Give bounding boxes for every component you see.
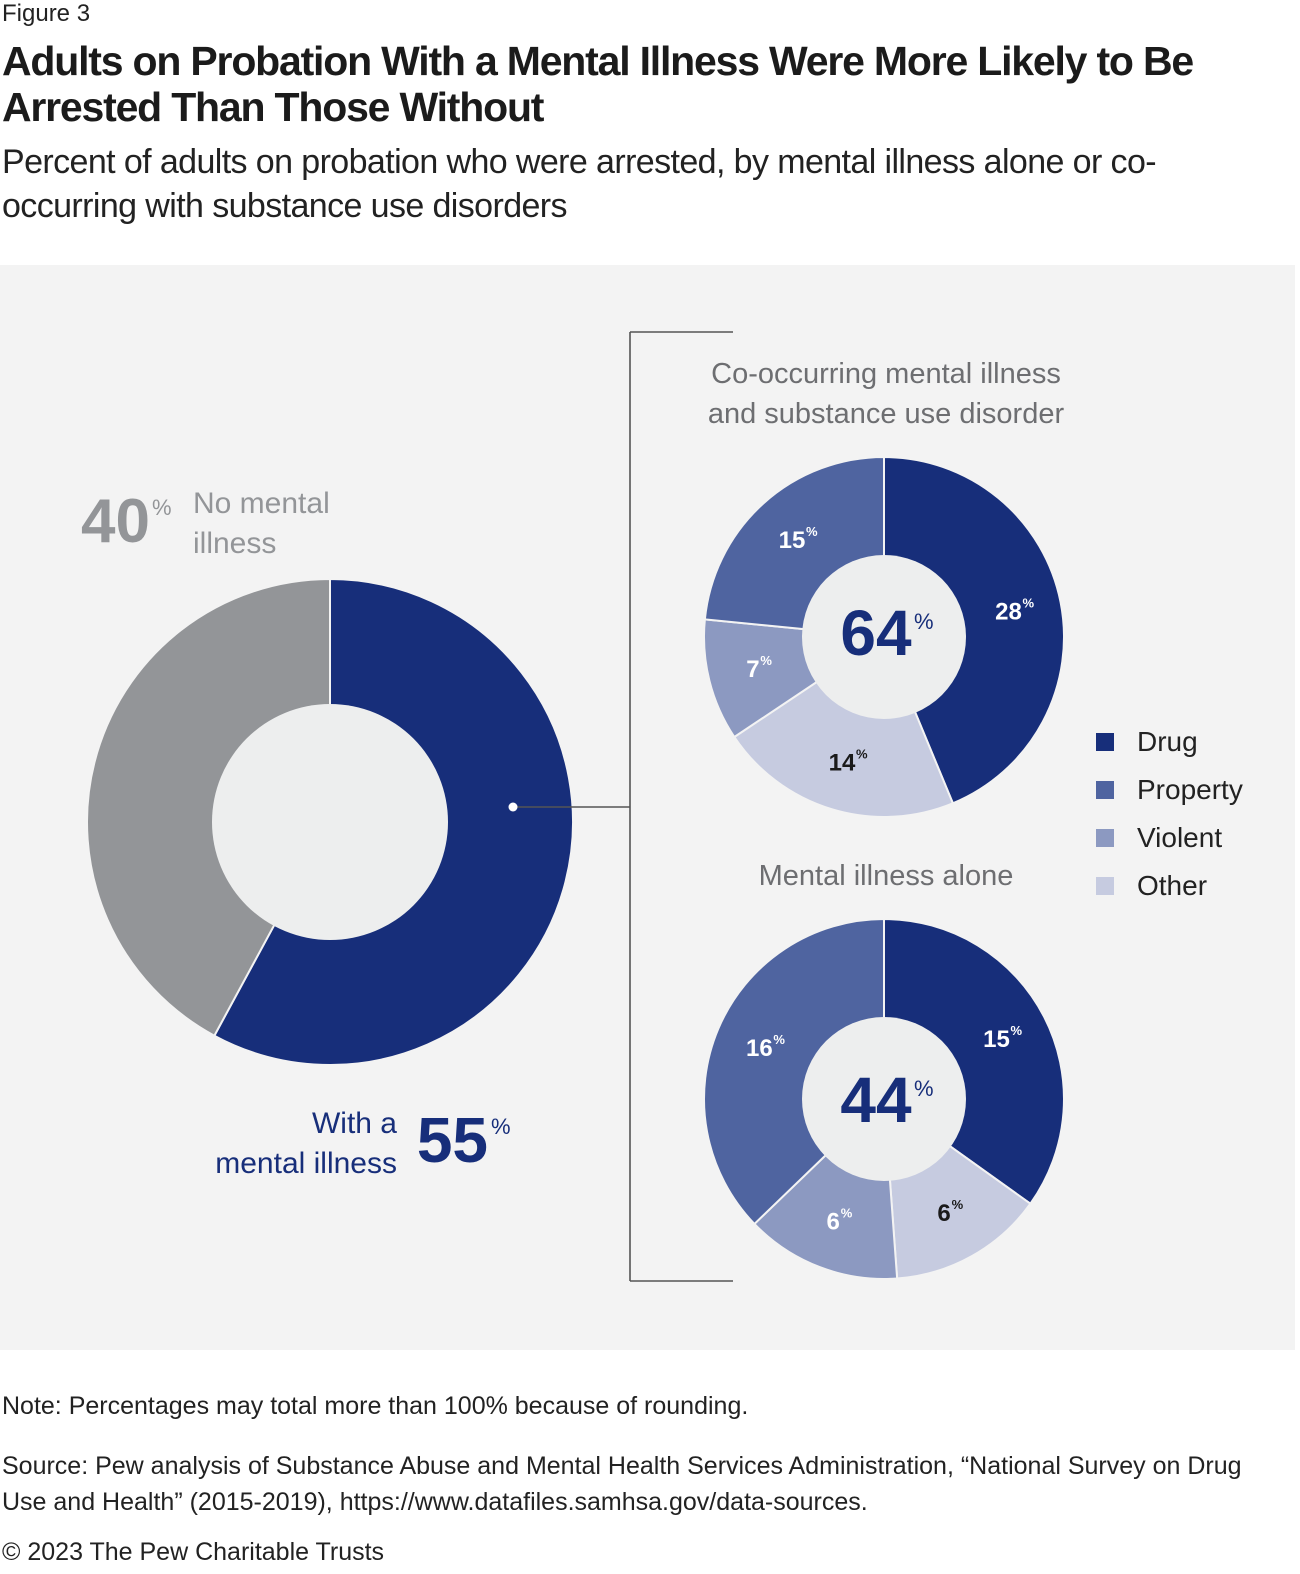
with-illness-value: 55	[417, 1104, 488, 1176]
alone-donut-slice-drug	[883, 917, 1065, 1206]
legend-label-other: Other	[1137, 870, 1207, 901]
no-illness-percent-sign: %	[152, 495, 172, 520]
legend-swatch-violent	[1096, 829, 1114, 847]
copyright-text: © 2023 The Pew Charitable Trusts	[2, 1538, 385, 1566]
cooccurring-donut-hole	[802, 555, 966, 719]
alone-donut-label-property: 16	[746, 1035, 773, 1062]
chart-subtitle: Percent of adults on probation who were …	[2, 143, 1157, 225]
legend-swatch-property	[1096, 781, 1114, 799]
cooccurring-donut-label-percent-drug: %	[1023, 595, 1035, 610]
cooccurring-title-line1: Co-occurring mental illness	[711, 358, 1061, 390]
with-illness-label-line2: mental illness	[215, 1147, 397, 1180]
legend-label-drug: Drug	[1137, 726, 1198, 757]
cooccurring-donut-label-property: 15	[779, 527, 806, 554]
cooccurring-donut-label-percent-other: %	[856, 746, 868, 761]
legend-label-violent: Violent	[1137, 822, 1222, 853]
alone-title: Mental illness alone	[759, 860, 1014, 892]
note-text: Note: Percentages may total more than 10…	[2, 1392, 749, 1420]
cooccurring-donut-label-violent: 7	[746, 656, 759, 683]
cooccurring-donut: 28 %14 %7 %15%	[703, 455, 1065, 818]
legend-swatch-other	[1096, 877, 1114, 895]
legend: Drug Property Violent Other	[1096, 726, 1243, 901]
main-donut	[86, 577, 574, 1066]
alone-donut-label-drug: 15	[983, 1026, 1010, 1053]
cooccurring-donut-label-other: 14	[829, 749, 856, 776]
alone-donut-label-violent: 6	[827, 1208, 840, 1235]
alone-center-value: 44	[840, 1064, 912, 1136]
no-illness-value: 40	[81, 487, 150, 556]
cooccurring-donut-label-percent-violent: %	[760, 653, 772, 668]
pointer-dot	[508, 802, 518, 812]
with-illness-label-line1: With a	[312, 1107, 397, 1140]
cooccurring-donut-label-drug: 28	[995, 598, 1022, 625]
alone-donut-label-percent-drug: %	[1011, 1023, 1023, 1038]
cooccurring-title-line2: and substance use disorder	[708, 398, 1065, 430]
cooccurring-center-percent: %	[914, 609, 934, 634]
cooccurring-center-value: 64	[840, 597, 912, 669]
alone-center-percent: %	[914, 1076, 934, 1101]
source-text: Source: Pew analysis of Substance Abuse …	[2, 1452, 1242, 1516]
cooccurring-donut-label-percent-property: %	[806, 524, 818, 539]
no-illness-label-line2: illness	[193, 527, 276, 560]
cooccurring-donut-slice-drug	[883, 455, 1065, 805]
alone-donut: 15 %6 %6 %16%	[703, 917, 1065, 1280]
legend-swatch-drug	[1096, 733, 1114, 751]
alone-donut-hole	[802, 1017, 966, 1181]
chart-title: Adults on Probation With a Mental Illnes…	[2, 38, 1194, 130]
alone-donut-slice-property	[703, 917, 885, 1226]
alone-donut-label-percent-property: %	[773, 1032, 785, 1047]
main-donut-hole	[212, 704, 448, 940]
legend-label-property: Property	[1137, 774, 1243, 805]
alone-donut-label-percent-violent: %	[841, 1205, 853, 1220]
no-illness-label-line1: No mental	[193, 487, 330, 520]
alone-donut-label-percent-other: %	[952, 1197, 964, 1212]
alone-donut-label-other: 6	[937, 1200, 950, 1227]
bracket-connector	[513, 331, 733, 1282]
figure-label: Figure 3	[2, 0, 91, 27]
with-illness-percent-sign: %	[491, 1114, 511, 1139]
